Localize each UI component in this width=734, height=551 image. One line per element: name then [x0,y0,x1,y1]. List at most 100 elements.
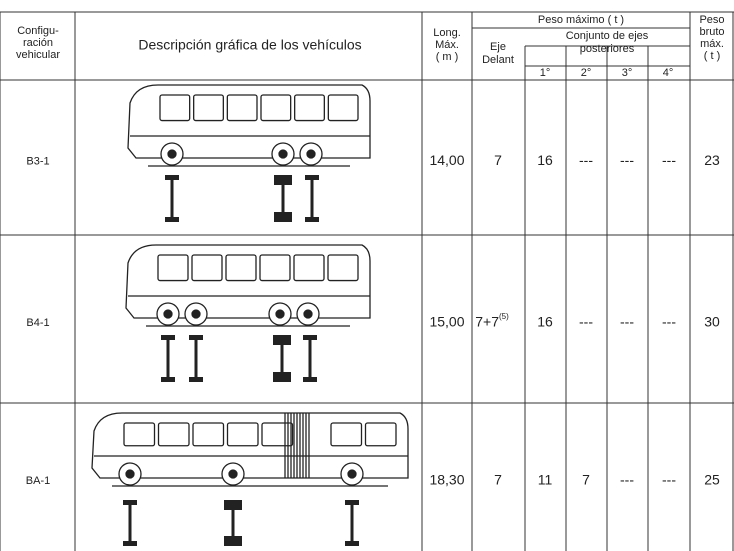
cell-value: 25 [704,472,720,488]
header-text: 2° [581,67,592,79]
cell-value: 18,30 [429,472,464,488]
hub [303,309,313,319]
axle-diagram [189,335,203,382]
window [259,254,291,282]
header-text: 1° [540,67,551,79]
axle-diagram [345,500,359,546]
hub [278,149,288,159]
window [293,254,325,282]
header-text: Peso máximo ( t ) [538,14,624,26]
axle-diagram [274,175,292,222]
window [157,422,190,447]
row-config: B4-1 [26,317,49,329]
window [327,254,359,282]
axle-diagram [303,335,317,382]
window [225,254,257,282]
header-text: Máx. [435,39,459,51]
window [260,94,292,122]
window [123,422,156,447]
axle-shaft [170,175,174,222]
header-text: Configu- [17,25,59,37]
hub [347,469,357,479]
window [261,422,294,447]
axle-shaft [166,335,170,382]
axle-shaft [308,335,312,382]
footnote-ref: (5) [499,312,509,321]
axle-shaft [281,175,285,222]
cell-value: --- [579,314,593,330]
cell-value: 16 [537,314,553,330]
cell-value: 7 [494,472,502,488]
cell-value: 15,00 [429,314,464,330]
cell-value: --- [620,314,634,330]
header-text: posteriores [580,43,635,55]
axle-diagram [161,335,175,382]
hub [275,309,285,319]
window [159,94,191,122]
window [294,94,325,122]
header-text: máx. [700,38,724,50]
bus-drawing [125,244,371,327]
header-text: Long. [433,27,461,39]
header-text: ( t ) [704,50,721,62]
bus-drawing [91,412,409,487]
cell-value: 7+7(5) [475,312,509,330]
bus-body [127,84,371,159]
cell-value: --- [662,152,676,168]
header-text: Delant [482,54,514,66]
window [364,422,397,447]
header-text: ( m ) [436,51,459,63]
header-text: vehicular [16,49,60,61]
hub [163,309,173,319]
header-text: Peso [699,14,724,26]
cell-value: 23 [704,152,720,168]
cell-value: 7 [582,472,590,488]
axle-diagram [224,500,242,546]
hub [191,309,201,319]
axle-shaft [350,500,354,546]
header-text: bruto [699,26,724,38]
window [192,422,225,447]
hub [125,469,135,479]
axle-diagram [305,175,319,222]
cell-value: --- [662,472,676,488]
header-text: Conjunto de ejes [566,30,649,42]
hub [167,149,177,159]
window [226,422,259,447]
axle-diagram [165,175,179,222]
bus-body [125,244,371,319]
header-text: 4° [663,67,674,79]
window [157,254,189,282]
cell-value: --- [662,314,676,330]
window [226,94,258,122]
cell-value: 30 [704,314,720,330]
cell-value: --- [620,152,634,168]
axle-diagram [273,335,291,382]
row-config: BA-1 [26,475,50,487]
cell-value: 14,00 [429,152,464,168]
axle-diagram [123,500,137,546]
cell-value: 11 [538,472,553,488]
header-text: Descripción gráfica de los vehículos [138,37,361,53]
axle-shaft [310,175,314,222]
hub [306,149,316,159]
header-text: 3° [622,67,633,79]
axle-shaft [128,500,132,546]
cell-value: --- [579,152,593,168]
bus-body [91,412,409,479]
axle-shaft [231,500,235,546]
axle-shaft [194,335,198,382]
hub [228,469,238,479]
window [327,94,359,122]
window [191,254,223,282]
window [193,94,224,122]
row-config: B3-1 [26,155,49,167]
cell-value: 7 [494,152,502,168]
header-text: ración [23,37,53,49]
bus-drawing [127,84,371,167]
cell-value: --- [620,472,634,488]
window [330,422,363,447]
axle-shaft [280,335,284,382]
header-text: Eje [490,41,506,53]
